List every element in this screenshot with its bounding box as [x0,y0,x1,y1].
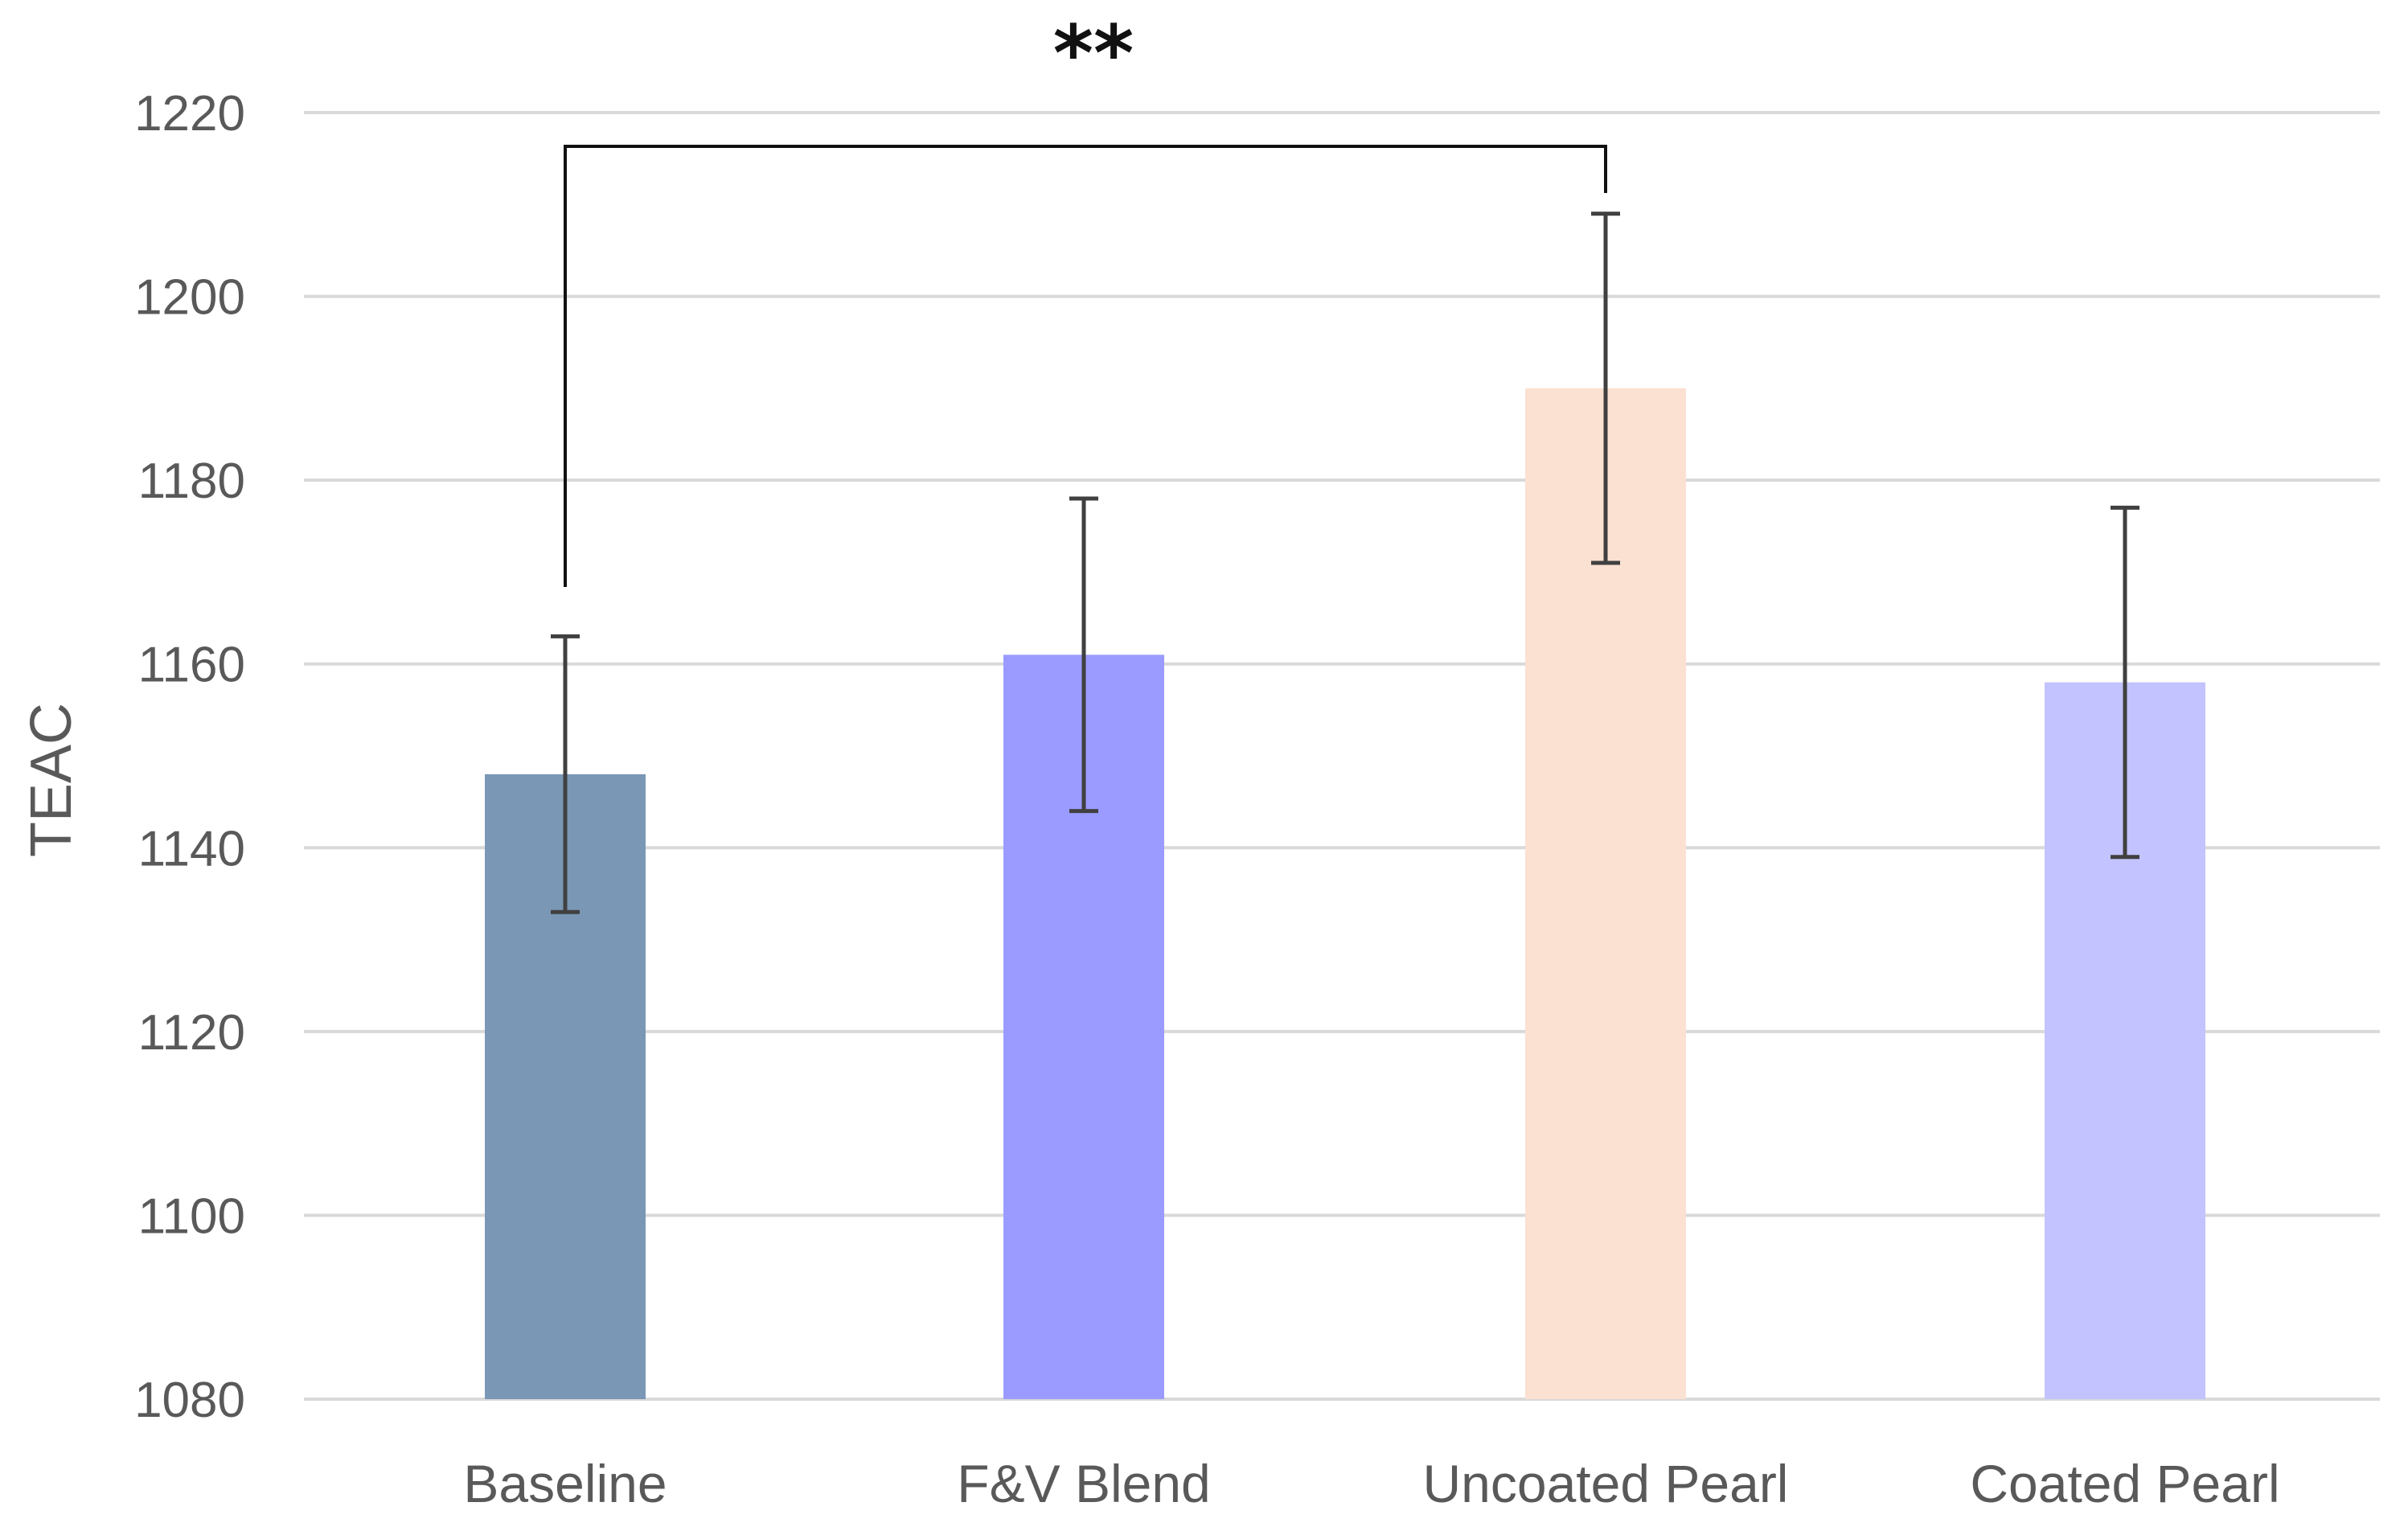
significance-bracket [564,145,1607,587]
x-category-label: Baseline [463,1454,667,1513]
y-tick-label: 1220 [134,86,245,142]
y-tick-label: 1080 [134,1373,245,1428]
x-category-label: F&V Blend [957,1454,1211,1513]
y-tick-label: 1200 [134,270,245,326]
y-tick-label: 1120 [138,1005,245,1061]
y-tick-label: 1140 [138,821,245,876]
error-bars [551,211,2139,914]
significance-label: ** [1053,9,1134,99]
y-tick-label: 1160 [138,638,245,693]
x-category-label: Uncoated Pearl [1423,1454,1789,1513]
y-axis-title: TEAC [19,703,84,857]
x-axis-labels: Baseline F&V Blend Uncoated Pearl Coated Pe… [463,1454,2279,1513]
gridlines [304,111,2380,1401]
bars [485,388,2205,1399]
y-tick-label: 1100 [138,1188,245,1244]
y-axis-ticks: 1080 1100 1120 1140 1160 1180 1200 1220 [134,86,245,1428]
significance-annotation: ** [564,9,1607,587]
y-tick-label: 1180 [138,454,245,509]
x-category-label: Coated Pearl [1970,1454,2279,1513]
